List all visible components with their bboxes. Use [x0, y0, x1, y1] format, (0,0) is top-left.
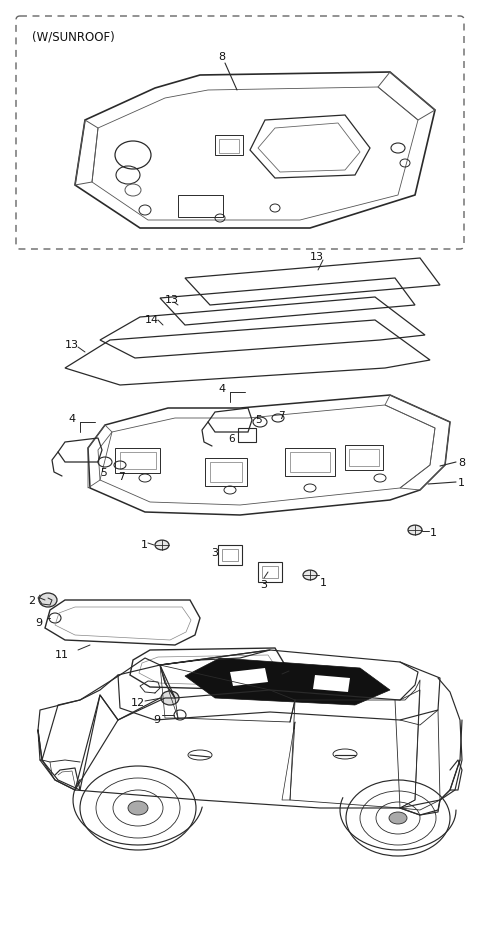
- Text: 12: 12: [131, 698, 145, 708]
- Bar: [262, 566, 278, 578]
- Text: 11: 11: [55, 650, 69, 660]
- Bar: [210, 462, 242, 482]
- Bar: [215, 135, 243, 155]
- Text: 6: 6: [228, 434, 235, 444]
- Ellipse shape: [39, 593, 57, 607]
- Text: 13: 13: [65, 340, 79, 350]
- Text: 9: 9: [35, 618, 42, 628]
- Text: (W/SUNROOF): (W/SUNROOF): [32, 30, 115, 43]
- Text: 5: 5: [255, 415, 262, 425]
- Text: 7: 7: [278, 411, 285, 421]
- Bar: [222, 549, 238, 561]
- Ellipse shape: [155, 540, 169, 549]
- Bar: [178, 195, 223, 217]
- Text: 1: 1: [430, 528, 437, 538]
- Text: 13: 13: [310, 252, 324, 262]
- Text: 2: 2: [28, 596, 35, 606]
- Text: 9: 9: [153, 715, 160, 725]
- Bar: [285, 448, 335, 476]
- Text: 1: 1: [320, 578, 327, 588]
- Polygon shape: [313, 675, 350, 692]
- Bar: [345, 445, 383, 470]
- Text: 8: 8: [218, 52, 225, 62]
- Bar: [349, 449, 379, 466]
- Text: 7: 7: [118, 472, 125, 482]
- Text: 3: 3: [211, 548, 218, 558]
- Text: 8: 8: [458, 458, 465, 468]
- Ellipse shape: [303, 570, 317, 580]
- Text: 10: 10: [290, 668, 304, 678]
- Text: 3: 3: [260, 580, 267, 590]
- Polygon shape: [230, 668, 268, 686]
- Bar: [238, 428, 256, 442]
- Bar: [120, 452, 156, 469]
- Bar: [115, 448, 160, 473]
- Bar: [290, 452, 330, 472]
- Text: 13: 13: [165, 295, 179, 305]
- Text: 14: 14: [145, 315, 159, 325]
- Ellipse shape: [408, 525, 422, 535]
- Text: 4: 4: [68, 414, 75, 424]
- Text: 4: 4: [218, 384, 225, 394]
- Text: 5: 5: [100, 468, 107, 478]
- Bar: [219, 139, 239, 153]
- Text: 1: 1: [141, 540, 148, 550]
- Ellipse shape: [128, 801, 148, 815]
- Text: 1: 1: [458, 478, 465, 488]
- Bar: [205, 458, 247, 486]
- Ellipse shape: [161, 691, 179, 705]
- Ellipse shape: [389, 812, 407, 824]
- Bar: [218, 545, 242, 565]
- Bar: [258, 562, 282, 582]
- Polygon shape: [185, 658, 390, 705]
